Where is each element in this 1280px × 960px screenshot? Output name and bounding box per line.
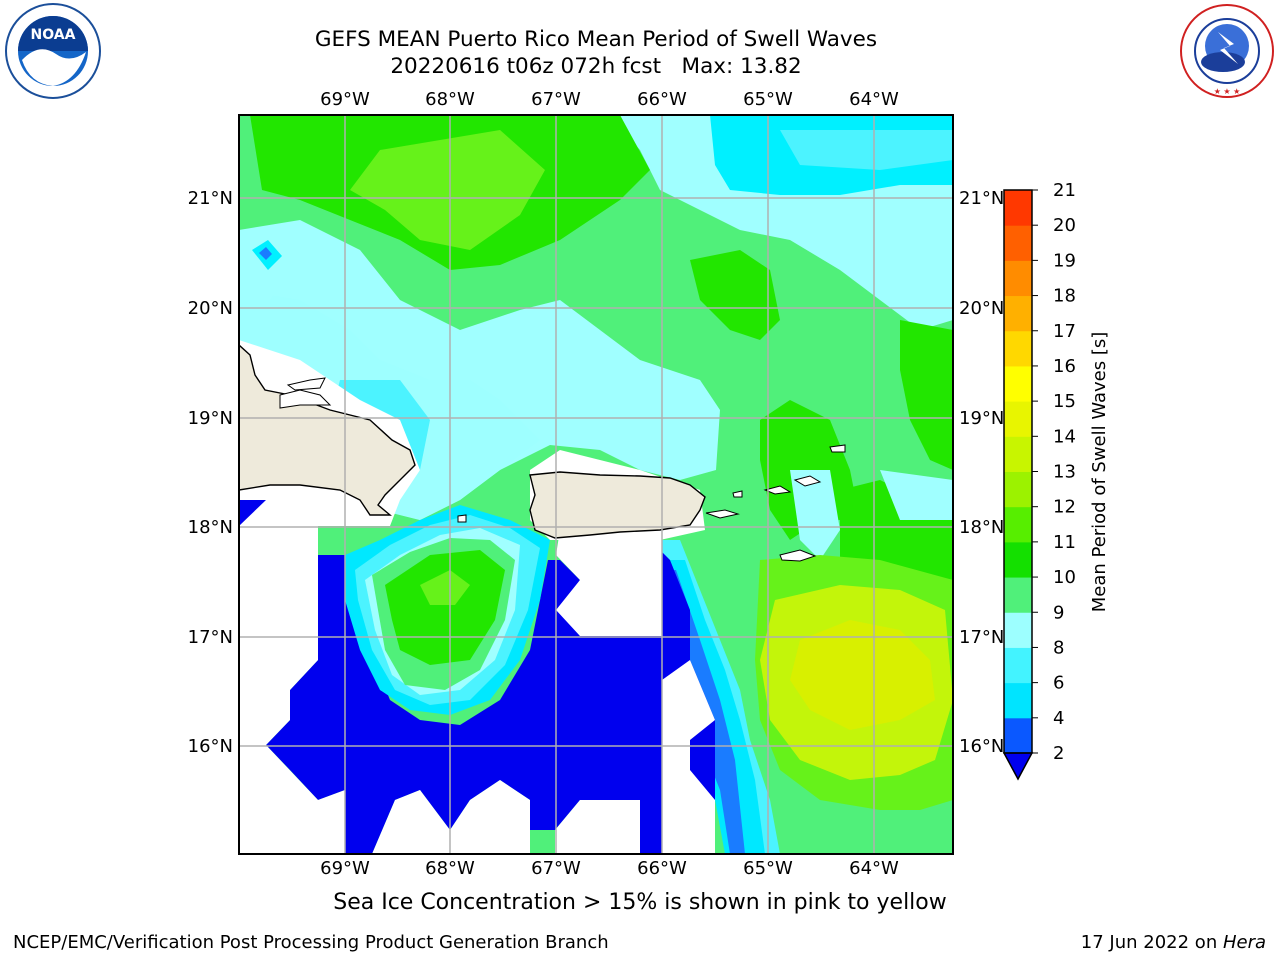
map-fill — [239, 115, 953, 854]
colorbar-label: Mean Period of Swell Waves [s] — [1089, 332, 1110, 613]
colorbar-tick-label: 16 — [1053, 356, 1076, 377]
footer-date-text: 17 Jun 2022 on — [1080, 932, 1223, 953]
lon-label-bottom: 67°W — [531, 858, 581, 879]
lon-label-top: 64°W — [849, 89, 899, 110]
lon-label-top: 69°W — [320, 89, 370, 110]
colorbar-tick-label: 4 — [1053, 708, 1064, 729]
colorbar-tick-label: 19 — [1053, 250, 1076, 271]
graticule — [239, 115, 953, 854]
colorbar-segment — [1004, 541, 1032, 578]
lon-label-top: 68°W — [425, 89, 475, 110]
colorbar-segment — [1004, 365, 1032, 402]
footer-date: 17 Jun 2022 on Hera — [1081, 932, 1266, 953]
colorbar-segment — [1004, 401, 1032, 437]
colorbar-tick-label: 21 — [1053, 180, 1076, 201]
colorbar-segment — [1004, 717, 1032, 754]
colorbar-segment — [1004, 471, 1032, 508]
colorbar-tick-label: 11 — [1053, 532, 1076, 553]
colorbar-segment — [1004, 647, 1032, 684]
colorbar-tick-label: 13 — [1053, 462, 1076, 483]
lon-label-top: 67°W — [531, 89, 581, 110]
colorbar-tick-label: 9 — [1053, 602, 1064, 623]
lon-label-top: 66°W — [637, 89, 687, 110]
colorbar-segment — [1004, 506, 1032, 543]
colorbar-segment — [1004, 577, 1032, 613]
lat-label-left: 17°N — [188, 627, 233, 648]
lat-label-right: 21°N — [959, 188, 1004, 209]
noaa-logo-icon: NOAA — [5, 3, 101, 99]
colorbar-segment — [1004, 612, 1032, 648]
lon-label-bottom: 65°W — [743, 858, 793, 879]
colorbar-tick-label: 14 — [1053, 426, 1076, 447]
colorbar-tick-label: 18 — [1053, 286, 1076, 307]
colorbar-extend-arrow — [1002, 752, 1034, 781]
lat-label-left: 21°N — [188, 188, 233, 209]
footer-credit: NCEP/EMC/Verification Post Processing Pr… — [13, 932, 609, 953]
lat-label-right: 17°N — [959, 627, 1004, 648]
colorbar: 2 4 6 8 9 10 11 12 13 14 15 16 17 18 19 20 21 — [1002, 180, 1076, 781]
map-frame — [238, 114, 954, 855]
lat-label-left: 20°N — [188, 298, 233, 319]
lat-label-left: 16°N — [188, 736, 233, 757]
colorbar-segment — [1004, 436, 1032, 472]
colorbar-segment — [1004, 190, 1032, 226]
colorbar-segment — [1004, 682, 1032, 719]
lat-label-left: 19°N — [188, 408, 233, 429]
lat-label-right: 16°N — [959, 736, 1004, 757]
colorbar-tick-label: 20 — [1053, 215, 1076, 236]
lat-label-right: 18°N — [959, 517, 1004, 538]
colorbar-tick-label: 12 — [1053, 497, 1076, 518]
lon-label-bottom: 69°W — [320, 858, 370, 879]
colorbar-segment — [1004, 295, 1032, 332]
svg-text:★ ★ ★: ★ ★ ★ — [1214, 87, 1241, 96]
sea-ice-note: Sea Ice Concentration > 15% is shown in … — [333, 890, 947, 915]
colorbar-tick-label: 10 — [1053, 567, 1076, 588]
lon-label-bottom: 66°W — [637, 858, 687, 879]
colorbar-tick-label: 17 — [1053, 321, 1076, 342]
lon-label-top: 65°W — [743, 89, 793, 110]
colorbar-segment — [1004, 225, 1032, 261]
lon-label-bottom: 64°W — [849, 858, 899, 879]
lat-label-right: 20°N — [959, 298, 1004, 319]
colorbar-tick-label: 8 — [1053, 637, 1064, 658]
lat-label-left: 18°N — [188, 517, 233, 538]
colorbar-tick-label: 2 — [1053, 743, 1064, 764]
chart-subtitle: 20220616 t06z 072h fcst Max: 13.82 — [390, 54, 802, 79]
colorbar-tick-label: 15 — [1053, 391, 1076, 412]
lon-label-bottom: 68°W — [425, 858, 475, 879]
lat-label-right: 19°N — [959, 408, 1004, 429]
colorbar-segment — [1004, 330, 1032, 367]
colorbar-segment — [1004, 260, 1032, 297]
chart-title: GEFS MEAN Puerto Rico Mean Period of Swe… — [314, 27, 878, 52]
svg-text:NOAA: NOAA — [31, 27, 76, 43]
nws-logo-icon: ★ ★ ★ — [1180, 4, 1274, 98]
colorbar-tick-label: 6 — [1053, 673, 1064, 694]
footer-host: Hera — [1222, 932, 1266, 953]
hispaniola-land — [239, 344, 416, 516]
